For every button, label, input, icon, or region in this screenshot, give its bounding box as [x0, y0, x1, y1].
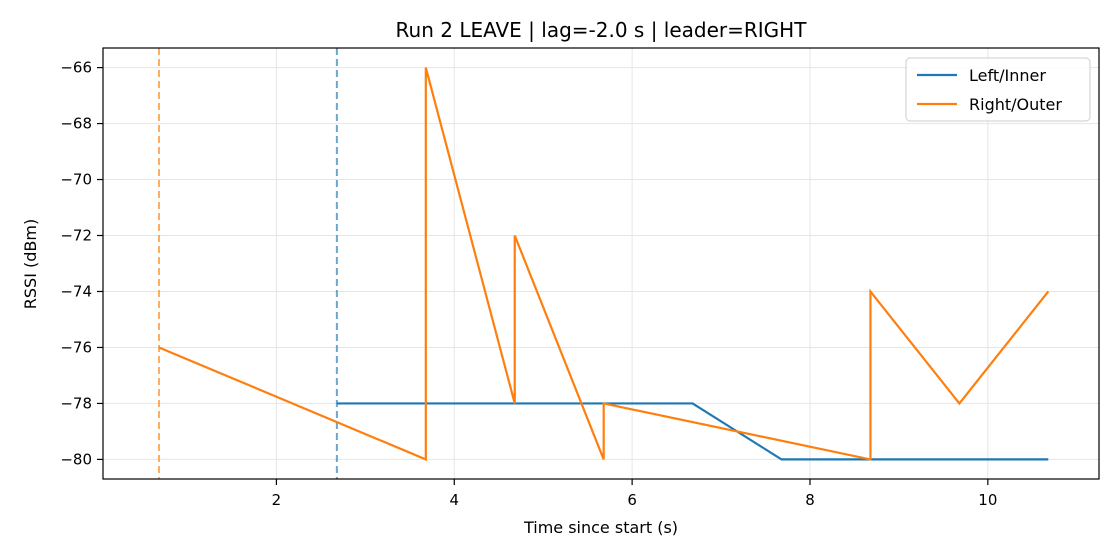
y-tick-label: −74 [60, 282, 92, 300]
plot-frame [102, 47, 1100, 480]
y-tick-label: −72 [60, 227, 92, 245]
x-tick-label: 4 [449, 491, 459, 509]
series-line-right-outer [158, 67, 1050, 462]
chart-title: Run 2 LEAVE | lag=-2.0 s | leader=RIGHT [396, 18, 808, 42]
y-axis-label: RSSI (dBm) [21, 219, 40, 309]
series-line-left-inner [336, 402, 1049, 461]
x-tick-label: 10 [978, 491, 997, 509]
x-tick-label: 2 [272, 491, 282, 509]
x-axis: 2 4 6 8 10 [272, 479, 997, 509]
event-markers [158, 48, 338, 479]
legend-box [905, 57, 1091, 122]
x-tick-label: 6 [627, 491, 637, 509]
y-tick-label: −70 [60, 171, 92, 189]
y-tick-label: −68 [60, 115, 92, 133]
y-axis: −66 −68 −70 −72 −74 −76 −78 −80 [60, 59, 103, 468]
x-axis-label: Time since start (s) [523, 518, 678, 537]
x-tick-label: 8 [805, 491, 815, 509]
legend-label-left-inner: Left/Inner [969, 66, 1046, 85]
legend-label-right-outer: Right/Outer [969, 95, 1062, 114]
y-tick-label: −76 [60, 338, 92, 356]
y-tick-label: −80 [60, 450, 92, 468]
y-tick-label: −78 [60, 394, 92, 412]
y-tick-label: −66 [60, 59, 92, 77]
series-layer [158, 67, 1050, 462]
legend: Left/Inner Right/Outer [905, 57, 1091, 122]
